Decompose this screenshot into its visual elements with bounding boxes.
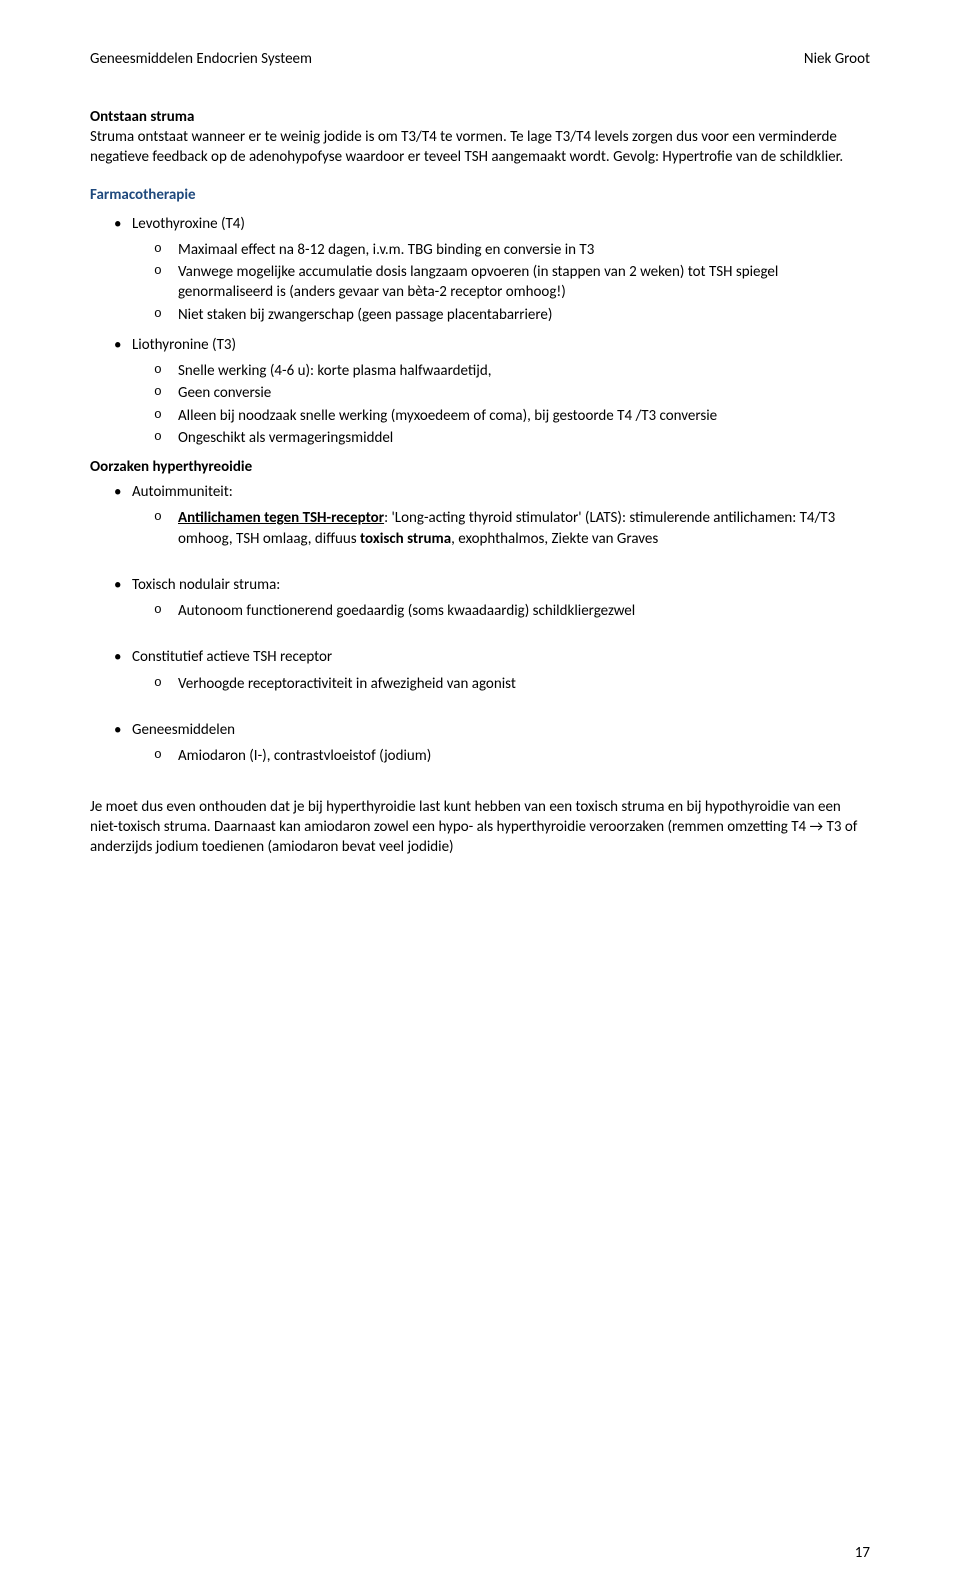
bullet-constitutief: Constitutief actieve TSH receptor [90, 647, 870, 667]
bullet-toxisch: Toxisch nodulair struma: [90, 575, 870, 595]
header-right: Niek Groot [804, 50, 870, 68]
section-title-ontstaan: Ontstaan struma [90, 108, 870, 126]
sub-item: Ongeschikt als vermageringsmiddel [90, 428, 870, 448]
sub-item: Maximaal effect na 8-12 dagen, i.v.m. TB… [90, 240, 870, 260]
text-bold-underline: Antilichamen tegen TSH-receptor [178, 509, 384, 527]
text: , exophthalmos, Ziekte van Graves [451, 530, 658, 548]
sub-item: Niet staken bij zwangerschap (geen passa… [90, 305, 870, 325]
paragraph-ontstaan: Struma ontstaat wanneer er te weinig jod… [90, 128, 870, 168]
page-header: Geneesmiddelen Endocrien Systeem Niek Gr… [90, 50, 870, 68]
bullet-geneesmiddelen: Geneesmiddelen [90, 720, 870, 740]
sub-list: Autonoom functionerend goedaardig (soms … [90, 601, 870, 621]
sub-item: Amiodaron (I-), contrastvloeistof (jodiu… [90, 746, 870, 766]
sub-item: Alleen bij noodzaak snelle werking (myxo… [90, 406, 870, 426]
bullet-list: Constitutief actieve TSH receptor [90, 647, 870, 667]
header-left: Geneesmiddelen Endocrien Systeem [90, 50, 312, 68]
sub-list: Snelle werking (4-6 u): korte plasma hal… [90, 361, 870, 448]
sub-list: Antilichamen tegen TSH-receptor: 'Long-a… [90, 508, 870, 549]
sub-list: Verhoogde receptoractiviteit in afwezigh… [90, 674, 870, 694]
sub-item: Snelle werking (4-6 u): korte plasma hal… [90, 361, 870, 381]
section-title-farmacotherapie: Farmacotherapie [90, 186, 870, 204]
sub-list: Amiodaron (I-), contrastvloeistof (jodiu… [90, 746, 870, 766]
page-number: 17 [855, 1544, 870, 1562]
sub-item: Autonoom functionerend goedaardig (soms … [90, 601, 870, 621]
sub-item-composite: Antilichamen tegen TSH-receptor: 'Long-a… [90, 508, 870, 549]
sub-item: Geen conversie [90, 383, 870, 403]
bullet-list: Geneesmiddelen [90, 720, 870, 740]
section-title-oorzaken: Oorzaken hyperthyreoidie [90, 458, 870, 476]
sub-list: Maximaal effect na 8-12 dagen, i.v.m. TB… [90, 240, 870, 325]
paragraph-closing: Je moet dus even onthouden dat je bij hy… [90, 798, 870, 857]
bullet-list: Toxisch nodulair struma: [90, 575, 870, 595]
bullet-list: Levothyroxine (T4) [90, 214, 870, 234]
bullet-liothyronine: Liothyronine (T3) [90, 335, 870, 355]
sub-item: Vanwege mogelijke accumulatie dosis lang… [90, 262, 870, 303]
text-bold: toxisch struma [360, 530, 451, 548]
bullet-list: Autoimmuniteit: [90, 482, 870, 502]
page: Geneesmiddelen Endocrien Systeem Niek Gr… [0, 0, 960, 1592]
bullet-autoimmuniteit: Autoimmuniteit: [90, 482, 870, 502]
sub-item: Verhoogde receptoractiviteit in afwezigh… [90, 674, 870, 694]
bullet-list: Liothyronine (T3) [90, 335, 870, 355]
bullet-levothyroxine: Levothyroxine (T4) [90, 214, 870, 234]
